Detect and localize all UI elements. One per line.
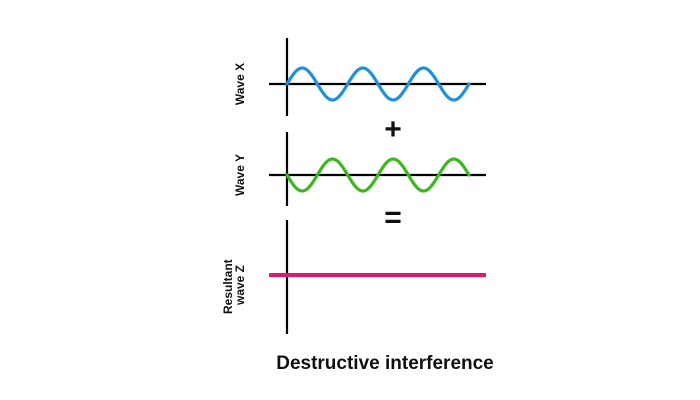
equals-operator: = (384, 201, 402, 234)
wave-x-label: Wave X (233, 63, 247, 105)
resultant-label-line-2: wave Z (233, 265, 247, 306)
wave-y-curve (285, 157, 471, 193)
resultant-wave-z-panel: Resultant wave Z (221, 220, 486, 334)
resultant-label-line-1: Resultant (221, 259, 235, 314)
plus-operator: + (384, 113, 402, 146)
wave-x-panel: Wave X (233, 38, 486, 116)
wave-x-label-line: Wave X (233, 63, 247, 105)
resultant-wave-z-label: Resultant wave Z (221, 256, 247, 314)
wave-y-panel: Wave Y (233, 132, 486, 206)
wave-x-curve (285, 66, 471, 102)
wave-y-label: Wave Y (233, 154, 247, 196)
diagram-caption: Destructive interference (276, 353, 494, 374)
wave-y-label-line: Wave Y (233, 154, 247, 196)
